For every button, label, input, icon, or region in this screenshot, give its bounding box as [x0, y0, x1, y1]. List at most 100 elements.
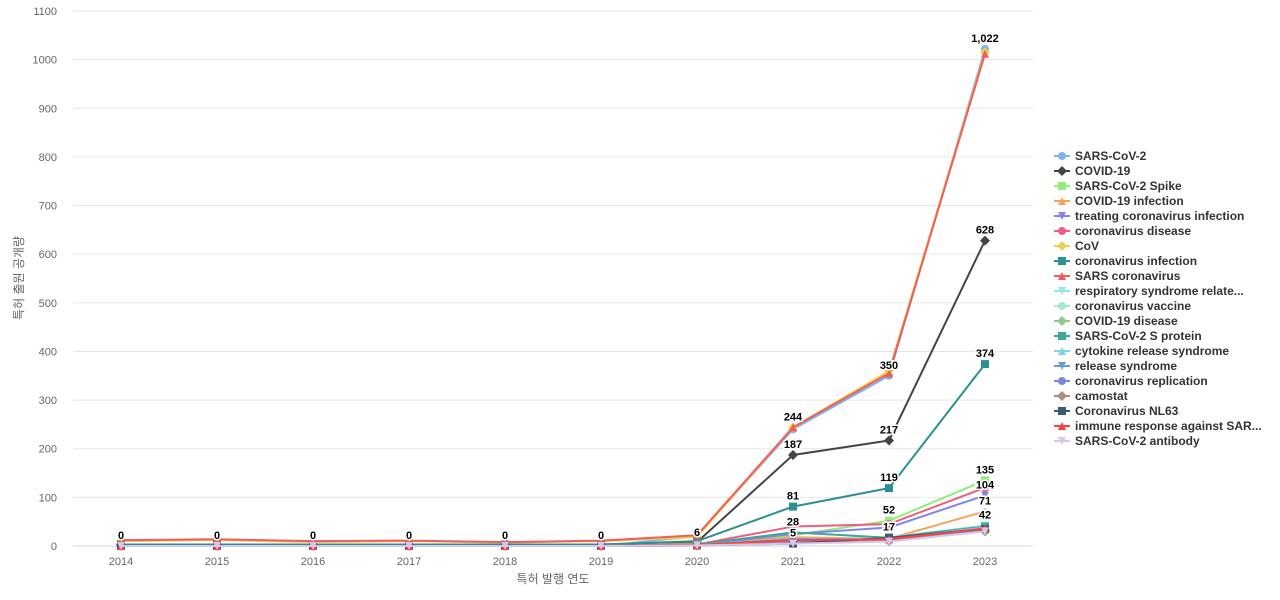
- legend-item[interactable]: camostat: [1054, 389, 1128, 403]
- data-label: 52: [883, 505, 895, 517]
- data-point[interactable]: [789, 502, 797, 511]
- data-label: 0: [214, 530, 220, 542]
- legend-marker: [1058, 152, 1066, 160]
- legend-marker: [1058, 422, 1066, 430]
- y-axis-title: 특허 출원 공개량: [12, 236, 26, 320]
- legend-marker: [1058, 347, 1066, 355]
- legend-marker: [1058, 437, 1066, 445]
- data-label: 0: [118, 530, 124, 542]
- legend-marker: [1058, 257, 1066, 265]
- data-point[interactable]: [501, 542, 509, 550]
- legend-item[interactable]: treating coronavirus infection: [1054, 209, 1244, 223]
- x-tick-label: 2015: [205, 556, 229, 568]
- y-tick-label: 100: [39, 492, 57, 504]
- data-point[interactable]: [981, 49, 989, 58]
- legend-label: Coronavirus NL63: [1075, 404, 1179, 418]
- data-point[interactable]: [117, 542, 125, 550]
- legend-marker: [1058, 377, 1066, 385]
- legend-item[interactable]: SARS-CoV-2 Spike: [1054, 179, 1182, 193]
- data-point[interactable]: [885, 484, 893, 493]
- data-point[interactable]: [405, 542, 413, 550]
- legend-label: respiratory syndrome relate...: [1075, 284, 1244, 298]
- legend-item[interactable]: CoV: [1054, 239, 1099, 253]
- legend-item[interactable]: coronavirus replication: [1054, 374, 1208, 388]
- data-point[interactable]: [981, 483, 989, 492]
- data-label: 0: [310, 530, 316, 542]
- legend-item[interactable]: coronavirus infection: [1054, 254, 1197, 268]
- legend-item[interactable]: respiratory syndrome relate...: [1054, 284, 1244, 298]
- data-label: 104: [976, 479, 995, 491]
- legend-marker: [1058, 197, 1066, 205]
- series-sars-cov-2: [117, 44, 989, 550]
- legend-marker: [1058, 332, 1066, 340]
- legend-item[interactable]: SARS coronavirus: [1054, 269, 1181, 283]
- legend-label: SARS-CoV-2 antibody: [1075, 434, 1200, 448]
- legend-item[interactable]: immune response against SAR...: [1054, 419, 1262, 433]
- data-point[interactable]: [597, 542, 605, 550]
- data-point[interactable]: [980, 235, 990, 246]
- legend-marker: [1057, 391, 1067, 401]
- data-point[interactable]: [885, 537, 893, 546]
- data-point[interactable]: [885, 369, 893, 378]
- legend-item[interactable]: SARS-CoV-2 antibody: [1054, 434, 1200, 448]
- data-label: 244: [784, 411, 803, 423]
- y-tick-label: 200: [39, 444, 57, 456]
- series-lines: [116, 44, 990, 551]
- legend-marker: [1057, 241, 1067, 251]
- data-label: 350: [880, 360, 898, 372]
- data-point[interactable]: [981, 491, 989, 500]
- data-label: 374: [976, 348, 995, 360]
- legend-marker: [1058, 287, 1066, 295]
- data-point[interactable]: [213, 542, 221, 550]
- x-axis-title: 특허 발행 연도: [517, 571, 590, 586]
- series-line: [120, 52, 986, 544]
- legend-item[interactable]: Coronavirus NL63: [1054, 404, 1179, 418]
- data-point[interactable]: [789, 423, 797, 432]
- legend-item[interactable]: release syndrome: [1054, 359, 1177, 373]
- data-point[interactable]: [309, 542, 317, 550]
- legend-item[interactable]: cytokine release syndrome: [1054, 344, 1229, 358]
- series-line: [121, 48, 986, 547]
- legend-item[interactable]: COVID-19: [1054, 164, 1131, 178]
- data-label: 6: [694, 527, 700, 539]
- legend-label: COVID-19: [1075, 164, 1131, 178]
- y-tick-label: 900: [39, 103, 57, 115]
- data-label: 5: [790, 528, 796, 540]
- legend-item[interactable]: coronavirus vaccine: [1054, 299, 1191, 313]
- legend-item[interactable]: SARS-CoV-2 S protein: [1054, 329, 1202, 343]
- data-point[interactable]: [884, 435, 894, 446]
- y-tick-label: 0: [51, 541, 57, 553]
- data-point[interactable]: [885, 520, 893, 529]
- y-tick-label: 300: [39, 395, 57, 407]
- data-point[interactable]: [981, 360, 989, 369]
- legend-label: cytokine release syndrome: [1075, 344, 1229, 358]
- legend-label: coronavirus replication: [1075, 374, 1208, 388]
- legend-item[interactable]: SARS-CoV-2: [1054, 149, 1147, 163]
- data-point[interactable]: [788, 450, 798, 461]
- data-point[interactable]: [213, 535, 221, 544]
- legend-item[interactable]: COVID-19 infection: [1054, 194, 1184, 208]
- data-point[interactable]: [693, 541, 701, 550]
- data-point[interactable]: [789, 539, 797, 548]
- legend-label: SARS-CoV-2 S protein: [1075, 329, 1202, 343]
- x-tick-label: 2020: [685, 556, 709, 568]
- data-point[interactable]: [981, 507, 989, 516]
- data-point[interactable]: [693, 531, 701, 540]
- data-label: 0: [406, 530, 412, 542]
- axes: 특허 발행 연도 특허 출원 공개량 010020030040050060070…: [12, 6, 997, 586]
- data-point[interactable]: [981, 476, 989, 485]
- series-sars-cov-2-antibody: [117, 527, 989, 550]
- x-tick-label: 2021: [781, 556, 805, 568]
- legend-label: SARS-CoV-2 Spike: [1075, 179, 1182, 193]
- data-point[interactable]: [789, 528, 797, 537]
- legend-item[interactable]: COVID-19 disease: [1054, 314, 1178, 328]
- series-cov: [116, 47, 990, 548]
- legend-label: coronavirus vaccine: [1075, 299, 1191, 313]
- legend-marker: [1057, 166, 1067, 176]
- legend-label: treating coronavirus infection: [1075, 209, 1244, 223]
- legend-marker: [1058, 227, 1066, 235]
- data-point[interactable]: [981, 527, 989, 536]
- legend-item[interactable]: coronavirus disease: [1054, 224, 1191, 238]
- y-tick-label: 400: [39, 346, 57, 358]
